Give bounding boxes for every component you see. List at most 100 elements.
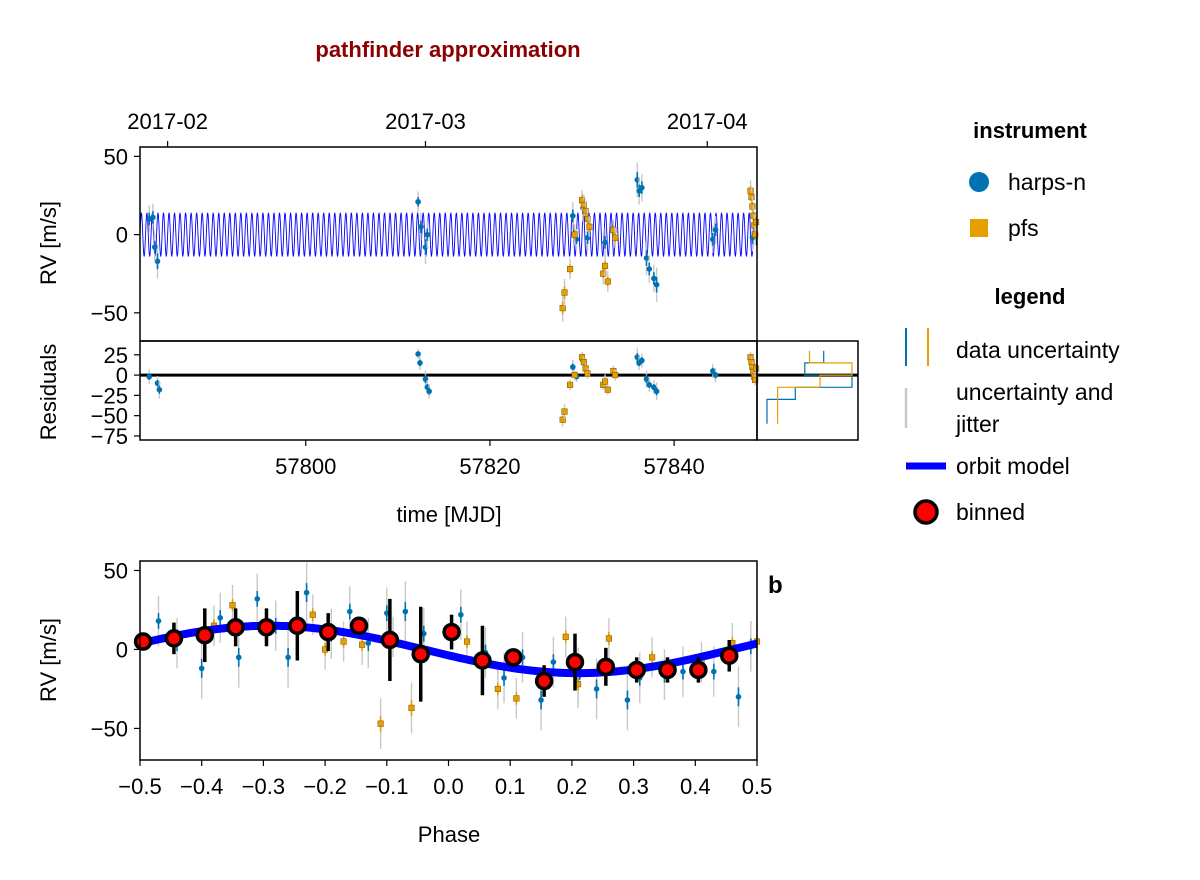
binned-point-3 xyxy=(226,618,245,637)
residual-point-harps-n-15 xyxy=(643,376,650,382)
rv-point-pfs-0 xyxy=(559,305,566,312)
residual-point-harps-n-0 xyxy=(146,373,153,380)
harps-legend-marker xyxy=(969,172,989,192)
time-xtick-label: 57840 xyxy=(644,454,705,479)
rv-point-harps-n-15 xyxy=(639,184,645,191)
rv-point-pfs-16 xyxy=(749,203,756,210)
phase-xtick-label: 0.1 xyxy=(495,774,526,799)
rv-point-pfs-2 xyxy=(567,265,574,273)
residual-point-pfs-1 xyxy=(561,408,568,415)
phase-xtick-label: −0.5 xyxy=(118,774,161,799)
rv-point-pfs-17 xyxy=(750,212,757,219)
rv-time-ylabel: RV [m/s] xyxy=(36,201,61,285)
rv-point-harps-n-12 xyxy=(602,239,608,246)
binned-point-0 xyxy=(133,632,153,651)
phase-point-pfs-4 xyxy=(340,638,347,645)
phase-point-harps-n-4 xyxy=(235,654,242,661)
rv-point-pfs-3 xyxy=(571,231,578,238)
residual-point-pfs-18 xyxy=(752,376,759,384)
residual-point-pfs-7 xyxy=(584,370,591,377)
phase-point-pfs-9 xyxy=(463,638,471,645)
residual-point-harps-n-16 xyxy=(646,382,653,388)
residual-point-pfs-19 xyxy=(753,365,760,372)
phase-ylabel: RV [m/s] xyxy=(36,618,61,702)
residuals-ytick-label: −25 xyxy=(91,383,128,408)
phase-xtick-label: 0.5 xyxy=(742,774,773,799)
rv-point-harps-n-18 xyxy=(651,275,657,282)
rv-point-pfs-14 xyxy=(747,187,754,194)
rv-point-harps-n-8 xyxy=(570,213,576,219)
rv-point-pfs-20 xyxy=(753,219,760,226)
residual-point-harps-n-18 xyxy=(653,388,660,395)
phase-point-harps-n-27 xyxy=(711,668,717,675)
binned-swatch xyxy=(913,499,939,525)
phase-xtick-label: −0.2 xyxy=(303,774,346,799)
rv-point-harps-n-17 xyxy=(646,266,653,272)
phase-point-pfs-10 xyxy=(494,685,501,692)
phase-point-pfs-7 xyxy=(377,720,384,727)
residual-point-harps-n-2 xyxy=(156,386,163,393)
time-xtick-label: 57820 xyxy=(459,454,520,479)
residual-point-harps-n-3 xyxy=(415,351,421,357)
rv-point-pfs-8 xyxy=(586,223,593,230)
phase-ytick-label: 50 xyxy=(104,558,128,583)
phase-point-harps-n-3 xyxy=(217,615,224,621)
binned-point-2 xyxy=(195,625,215,645)
phase-point-harps-n-22 xyxy=(593,686,600,692)
binned-point-4 xyxy=(257,618,276,637)
phase-point-harps-n-19 xyxy=(538,697,544,703)
rv-point-harps-n-4 xyxy=(415,198,421,205)
residual-point-harps-n-8 xyxy=(570,364,576,370)
phase-xtick-label: 0.3 xyxy=(618,774,649,799)
phase-point-pfs-5 xyxy=(359,641,366,648)
binned-point-11 xyxy=(473,651,492,670)
residual-point-pfs-5 xyxy=(580,359,587,366)
residuals-ytick-label: −50 xyxy=(91,404,128,429)
rv-point-harps-n-3 xyxy=(151,244,158,250)
phase-xtick-label: 0.4 xyxy=(680,774,711,799)
phase-ytick-label: −50 xyxy=(91,716,128,741)
date-tick-label: 2017-04 xyxy=(667,109,748,134)
rv-time-ytick-label: −50 xyxy=(91,301,128,326)
phase-point-harps-n-8 xyxy=(303,589,310,596)
time-xlabel: time [MJD] xyxy=(396,502,501,527)
panel-label-b: b xyxy=(768,572,783,599)
phase-point-pfs-8 xyxy=(408,704,415,711)
binned-point-6 xyxy=(318,622,338,642)
orbit-model-label: orbit model xyxy=(956,453,1070,479)
rv-point-pfs-19 xyxy=(752,231,759,238)
rv-point-pfs-9 xyxy=(600,270,607,277)
rv-time-ytick-label: 0 xyxy=(116,223,128,248)
phase-point-harps-n-28 xyxy=(735,694,742,700)
legend: instrument harps-n pfs legend data uncer… xyxy=(904,118,1120,525)
rv-point-harps-n-1 xyxy=(150,214,156,221)
phase-point-pfs-11 xyxy=(513,695,520,702)
rv-orbit-model-line xyxy=(139,212,757,257)
phase-point-harps-n-13 xyxy=(402,608,409,615)
phase-point-harps-n-17 xyxy=(501,675,507,681)
chart-title: pathfinder approximation xyxy=(315,37,580,62)
jitter-label-line1: uncertainty and xyxy=(956,379,1113,405)
legend-title: legend xyxy=(995,284,1066,309)
residual-point-harps-n-14 xyxy=(639,357,645,364)
phase-xtick-label: −0.3 xyxy=(242,774,285,799)
rv-point-pfs-7 xyxy=(584,215,591,223)
binned-point-19 xyxy=(719,646,739,666)
phase-xtick-label: −0.1 xyxy=(365,774,408,799)
rv-point-harps-n-19 xyxy=(653,281,660,288)
rv-point-pfs-10 xyxy=(602,262,609,269)
residual-point-pfs-0 xyxy=(559,416,566,423)
residual-point-harps-n-19 xyxy=(709,368,716,374)
rv-point-pfs-15 xyxy=(748,194,755,201)
phase-point-harps-n-15 xyxy=(458,611,464,618)
phase-ytick-label: 0 xyxy=(116,637,128,662)
phase-xlabel: Phase xyxy=(418,822,480,847)
pfs-legend-label: pfs xyxy=(1008,215,1039,241)
residual-point-pfs-10 xyxy=(604,386,611,393)
instrument-legend-title: instrument xyxy=(973,118,1087,143)
binned-point-10 xyxy=(442,622,461,642)
binned-point-16 xyxy=(627,660,646,680)
residuals-ytick-label: −75 xyxy=(91,424,128,449)
phase-xtick-label: −0.4 xyxy=(180,774,223,799)
phase-xtick-label: 0.2 xyxy=(557,774,588,799)
